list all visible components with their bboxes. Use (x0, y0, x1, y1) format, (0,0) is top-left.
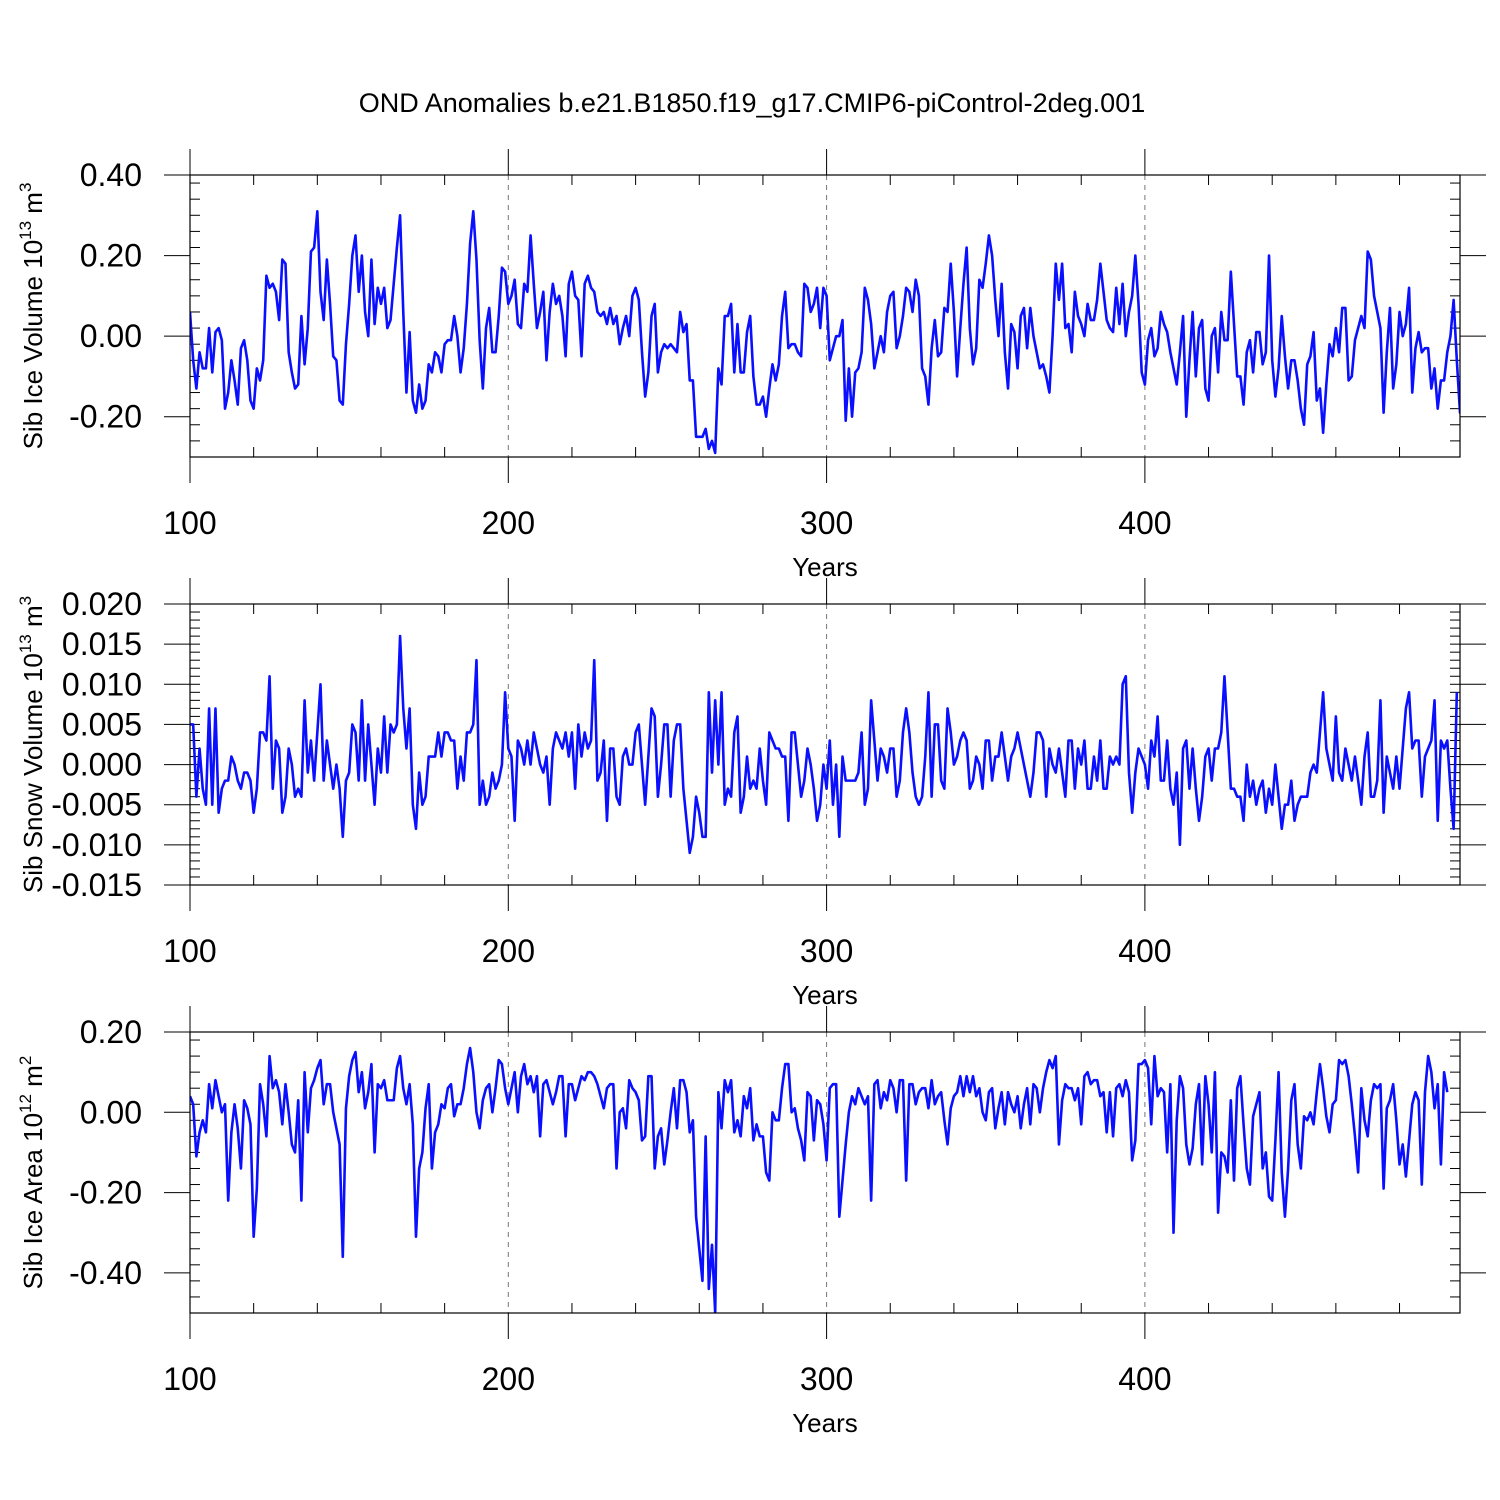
x-tick-label: 100 (163, 933, 216, 969)
x-tick-label: 100 (163, 505, 216, 541)
y-tick-label: -0.20 (69, 1175, 142, 1211)
x-tick-label: 300 (800, 1361, 853, 1397)
y-tick-label: -0.010 (51, 827, 142, 863)
plot-frame (189, 1031, 1461, 1314)
chart-panel-2: -0.015 -0.010 -0.005 0.000 0.005 0.010 0.015 0.… (16, 578, 1486, 1010)
x-tick-label: 400 (1118, 1361, 1171, 1397)
y-tick-label: 0.020 (62, 586, 142, 622)
x-tick-label: 200 (482, 933, 535, 969)
y-tick-label: 0.015 (62, 626, 142, 662)
series-line-1 (190, 1046, 1449, 1313)
y-axis-label: Sib Ice Area 1012 m2 (16, 1056, 48, 1290)
y-tick-label: -0.015 (51, 867, 142, 903)
x-axis-label: Years (792, 552, 858, 582)
y-axis-label: Sib Ice Volume 1013 m3 (16, 183, 48, 450)
x-tick-label: 400 (1118, 505, 1171, 541)
x-tick-label: 300 (800, 933, 853, 969)
chart-panel-1: -0.20 0.00 0.20 0.40 100 200 300 400 Years Sib Ic… (16, 149, 1486, 582)
y-tick-label: 0.20 (80, 1014, 142, 1050)
x-tick-label: 100 (163, 1361, 216, 1397)
y-axis-label: Sib Snow Volume 1013 m3 (16, 596, 48, 893)
x-tick-label: 200 (482, 1361, 535, 1397)
plot-frame (189, 174, 1461, 458)
y-tick-label: 0.20 (80, 238, 142, 274)
y-tick-label: 0.00 (80, 318, 142, 354)
panels: -0.20 0.00 0.20 0.40 100 200 300 400 Years Sib Ic… (16, 149, 1486, 1438)
x-tick-label: 400 (1118, 933, 1171, 969)
y-tick-label: 0.40 (80, 157, 142, 193)
chart-panel-3: -0.40 -0.20 0.00 0.20 100 200 300 400 Years Sib I… (16, 1006, 1486, 1438)
series-line-1 (190, 634, 1459, 855)
x-tick-label: 300 (800, 505, 853, 541)
y-tick-label: -0.20 (69, 399, 142, 435)
x-axis-label: Years (792, 980, 858, 1010)
y-tick-label: 0.00 (80, 1094, 142, 1130)
y-tick-label: -0.40 (69, 1255, 142, 1291)
y-tick-label: -0.005 (51, 787, 142, 823)
x-tick-label: 200 (482, 505, 535, 541)
y-tick-label: 0.010 (62, 666, 142, 702)
y-tick-label: 0.005 (62, 706, 142, 742)
x-axis-label: Years (792, 1408, 858, 1438)
series-line-1 (190, 209, 1460, 455)
y-tick-label: 0.000 (62, 747, 142, 783)
figure-title: OND Anomalies b.e21.B1850.f19_g17.CMIP6-… (359, 88, 1145, 118)
plot-frame (189, 603, 1461, 886)
